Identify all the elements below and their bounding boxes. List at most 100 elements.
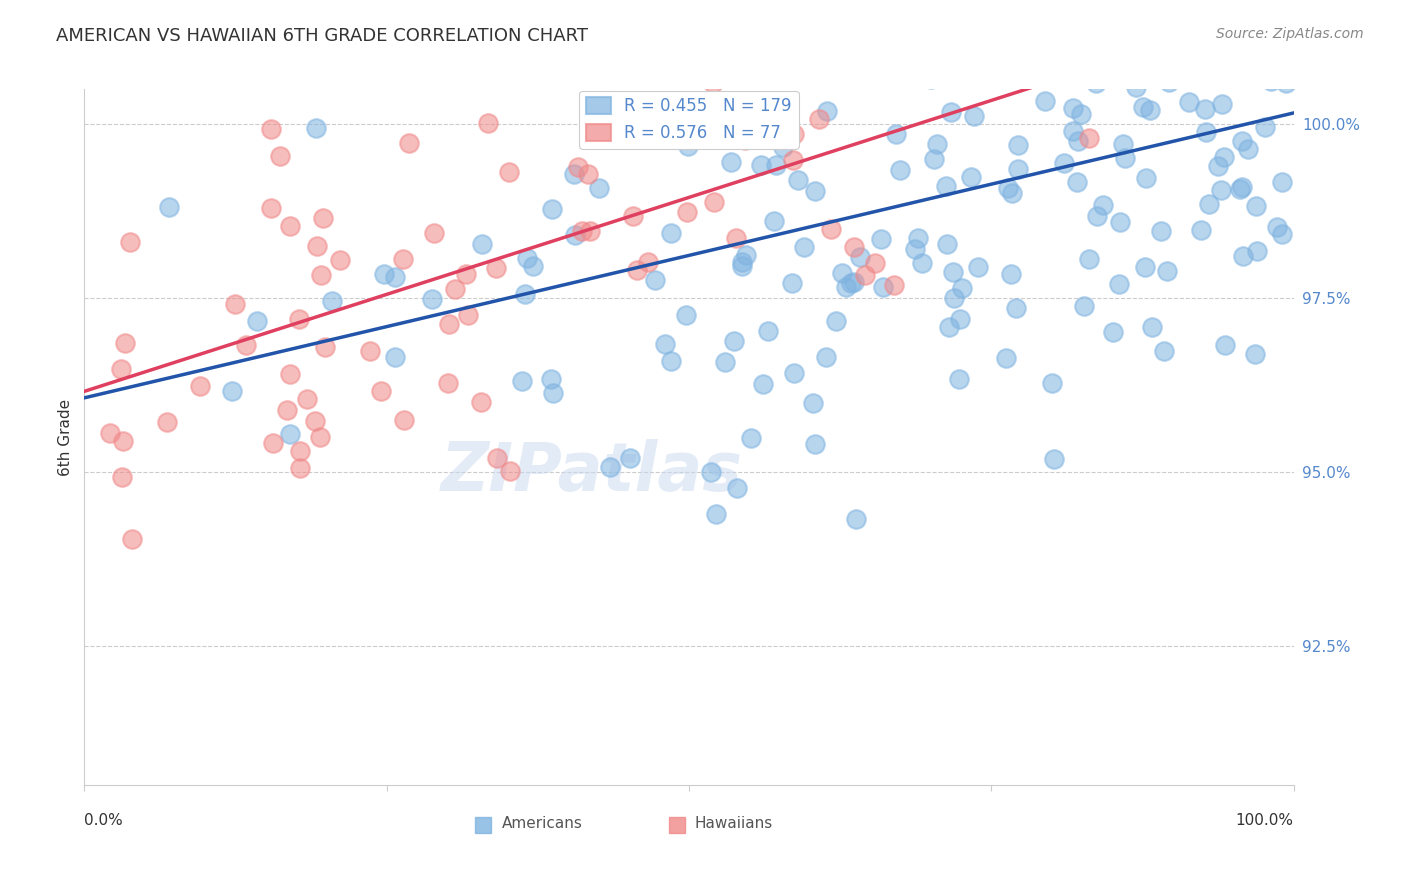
Point [1194, 103, 1216, 117]
Point [470, 394, 492, 409]
Point [1271, 227, 1294, 242]
Point [1260, 74, 1282, 88]
Point [962, 109, 984, 123]
Point [477, 115, 499, 129]
Text: AMERICAN VS HAWAIIAN 6TH GRADE CORRELATION CHART: AMERICAN VS HAWAIIAN 6TH GRADE CORRELATI… [56, 27, 588, 45]
Point [1070, 106, 1092, 120]
Point [384, 351, 406, 365]
Point [1244, 198, 1267, 212]
Point [309, 268, 332, 282]
Point [1265, 220, 1288, 235]
Point [1114, 151, 1136, 165]
Point [920, 71, 942, 86]
Point [246, 314, 269, 328]
Point [1102, 326, 1125, 340]
Point [849, 250, 872, 264]
Point [1232, 32, 1254, 46]
Point [1137, 42, 1160, 56]
Point [1135, 20, 1157, 34]
Point [942, 13, 965, 28]
Point [278, 367, 301, 381]
Point [831, 267, 853, 281]
Point [297, 392, 319, 407]
Point [314, 340, 336, 354]
Point [793, 240, 815, 254]
Point [1007, 161, 1029, 176]
Point [1043, 452, 1066, 467]
Point [925, 137, 948, 152]
Point [1012, 65, 1035, 79]
Point [959, 170, 981, 185]
Point [1000, 267, 1022, 281]
Point [1150, 224, 1173, 238]
Point [305, 120, 328, 135]
Point [221, 384, 243, 399]
Point [1246, 244, 1268, 258]
Point [869, 232, 891, 246]
Point [1062, 101, 1084, 115]
Point [820, 222, 842, 236]
Point [1085, 209, 1108, 223]
Point [541, 202, 564, 216]
Point [704, 507, 727, 521]
Point [765, 110, 787, 124]
Point [454, 267, 477, 281]
Point [815, 104, 838, 119]
Point [262, 436, 284, 450]
Point [1078, 130, 1101, 145]
Point [751, 158, 773, 172]
Point [257, 37, 280, 52]
Point [950, 281, 973, 295]
Point [288, 461, 311, 475]
Point [863, 255, 886, 269]
Point [1108, 277, 1130, 292]
Point [188, 379, 211, 393]
Point [260, 122, 283, 136]
Point [628, 35, 651, 49]
Point [1125, 80, 1147, 95]
Point [1178, 95, 1201, 109]
Point [118, 235, 141, 250]
Point [583, 51, 606, 65]
Point [939, 104, 962, 119]
Point [922, 153, 945, 167]
Point [522, 259, 544, 273]
Point [499, 464, 522, 478]
Point [312, 211, 335, 225]
Point [288, 444, 311, 458]
Point [1229, 181, 1251, 195]
Point [121, 532, 143, 546]
Point [278, 426, 301, 441]
Point [703, 194, 725, 209]
Point [714, 355, 737, 369]
Point [845, 512, 868, 526]
Point [423, 226, 446, 240]
Point [599, 459, 621, 474]
Point [1188, 41, 1211, 55]
Point [675, 308, 697, 322]
Point [1277, 36, 1299, 50]
Point [485, 261, 508, 276]
Point [820, 64, 842, 78]
Point [391, 252, 413, 266]
Point [803, 436, 825, 450]
Point [567, 161, 589, 175]
Point [911, 256, 934, 270]
Point [943, 291, 966, 305]
Point [111, 469, 134, 483]
Point [1156, 264, 1178, 278]
Point [731, 259, 754, 273]
Point [278, 219, 301, 233]
Point [619, 450, 641, 465]
Point [540, 372, 562, 386]
Point [235, 337, 257, 351]
Point [844, 240, 866, 254]
Point [1040, 376, 1063, 391]
Point [808, 55, 831, 70]
Point [1112, 136, 1135, 151]
Point [468, 0, 491, 6]
Point [437, 317, 460, 331]
Point [1085, 76, 1108, 90]
Point [498, 165, 520, 179]
Point [948, 372, 970, 386]
